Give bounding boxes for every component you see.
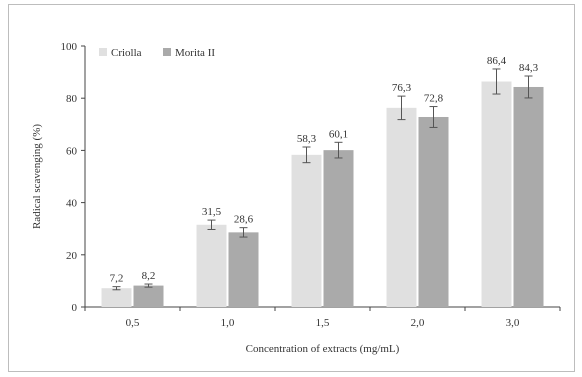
data-label: 76,3 <box>392 82 412 94</box>
bar-morita-ii <box>418 116 449 307</box>
bar-criolla <box>386 107 417 308</box>
data-label: 72,8 <box>424 93 444 105</box>
legend-label-morita-ii: Morita II <box>175 47 215 59</box>
y-tick-label: 0 <box>72 302 78 314</box>
y-tick-label: 40 <box>66 198 78 210</box>
x-axis: 0,5 1,0 1,5 2,0 3,0 <box>84 306 561 329</box>
x-tick-label: 0,5 <box>126 317 140 329</box>
y-axis: 0 20 40 60 80 100 <box>61 41 86 314</box>
bar-criolla <box>101 288 132 307</box>
bar-morita-ii <box>513 86 544 308</box>
y-tick-label: 60 <box>66 145 78 157</box>
legend-swatch-criolla <box>99 48 107 56</box>
data-label: 84,3 <box>519 62 539 74</box>
bar-morita-ii <box>228 232 259 307</box>
data-label: 7,2 <box>110 273 124 285</box>
bar-criolla <box>481 81 512 307</box>
data-label: 86,4 <box>487 55 507 67</box>
error-bars-group <box>112 68 533 291</box>
x-tick-label: 3,0 <box>506 317 520 329</box>
data-label: 60,1 <box>329 128 348 140</box>
bar-morita-ii <box>133 285 164 307</box>
bar-criolla <box>291 154 322 307</box>
x-tick-label: 1,0 <box>221 317 235 329</box>
y-axis-title: Radical scavenging (%) <box>31 124 43 229</box>
legend-swatch-morita-ii <box>163 48 171 56</box>
legend-label-criolla: Criolla <box>111 47 142 59</box>
y-tick-label: 100 <box>61 41 78 53</box>
y-tick-label: 20 <box>66 250 78 262</box>
data-label: 58,3 <box>297 133 317 145</box>
bar-morita-ii <box>323 150 354 307</box>
y-tick-label: 80 <box>66 93 78 105</box>
x-axis-title: Concentration of extracts (mg/mL) <box>246 343 400 355</box>
x-tick-label: 2,0 <box>411 317 425 329</box>
data-label: 31,5 <box>202 206 222 218</box>
data-label: 8,2 <box>142 270 156 282</box>
data-label: 28,6 <box>234 214 254 226</box>
bar-criolla <box>196 224 227 307</box>
x-tick-label: 1,5 <box>316 317 330 329</box>
legend: Criolla Morita II <box>99 47 215 59</box>
bars-group <box>101 81 544 308</box>
data-labels-group: 7,2 31,5 58,3 76,3 86,4 8,2 28,6 60,1 72,8 84,3 <box>110 55 539 285</box>
